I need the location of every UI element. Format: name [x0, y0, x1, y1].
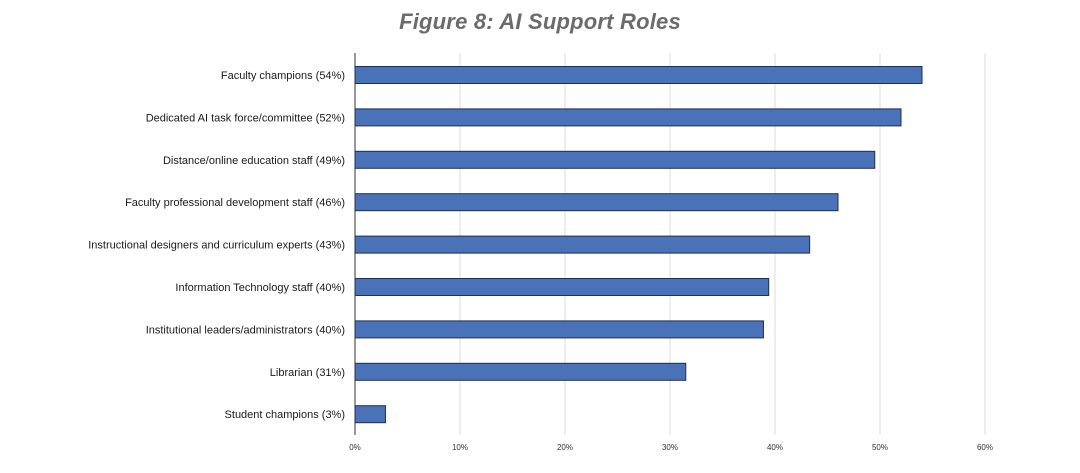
category-label: Librarian (31%) — [270, 367, 345, 379]
category-label: Faculty champions (54%) — [221, 70, 345, 82]
bars — [354, 66, 923, 424]
bar — [354, 235, 811, 254]
category-labels: Faculty champions (54%) Dedicated AI task… — [88, 70, 345, 421]
bar — [354, 362, 687, 381]
x-tick-labels: 0% 10% 20% 30% 40% 50% 60% — [349, 443, 993, 452]
x-tick-label: 40% — [767, 443, 783, 452]
category-label: Institutional leaders/administrators (40… — [146, 324, 345, 336]
x-tick-label: 30% — [662, 443, 678, 452]
category-label: Instructional designers and curriculum e… — [88, 240, 345, 252]
bar — [354, 320, 764, 339]
bar — [354, 66, 923, 84]
category-label: Student champions (3%) — [225, 409, 345, 421]
x-tick-label: 0% — [349, 443, 361, 452]
bar — [354, 150, 876, 169]
bar — [354, 405, 386, 424]
x-tick-label: 50% — [872, 443, 888, 452]
chart-title: Figure 8: AI Support Roles — [399, 9, 681, 34]
category-label: Distance/online education staff (49%) — [163, 155, 345, 167]
x-tick-label: 60% — [977, 443, 993, 452]
category-label: Information Technology staff (40%) — [175, 282, 345, 294]
x-tick-label: 20% — [557, 443, 573, 452]
bar — [354, 278, 770, 296]
category-label: Dedicated AI task force/committee (52%) — [146, 112, 345, 124]
category-label: Faculty professional development staff (… — [125, 197, 345, 209]
x-tick-label: 10% — [452, 443, 468, 452]
bar — [354, 108, 902, 127]
bar — [354, 193, 839, 212]
